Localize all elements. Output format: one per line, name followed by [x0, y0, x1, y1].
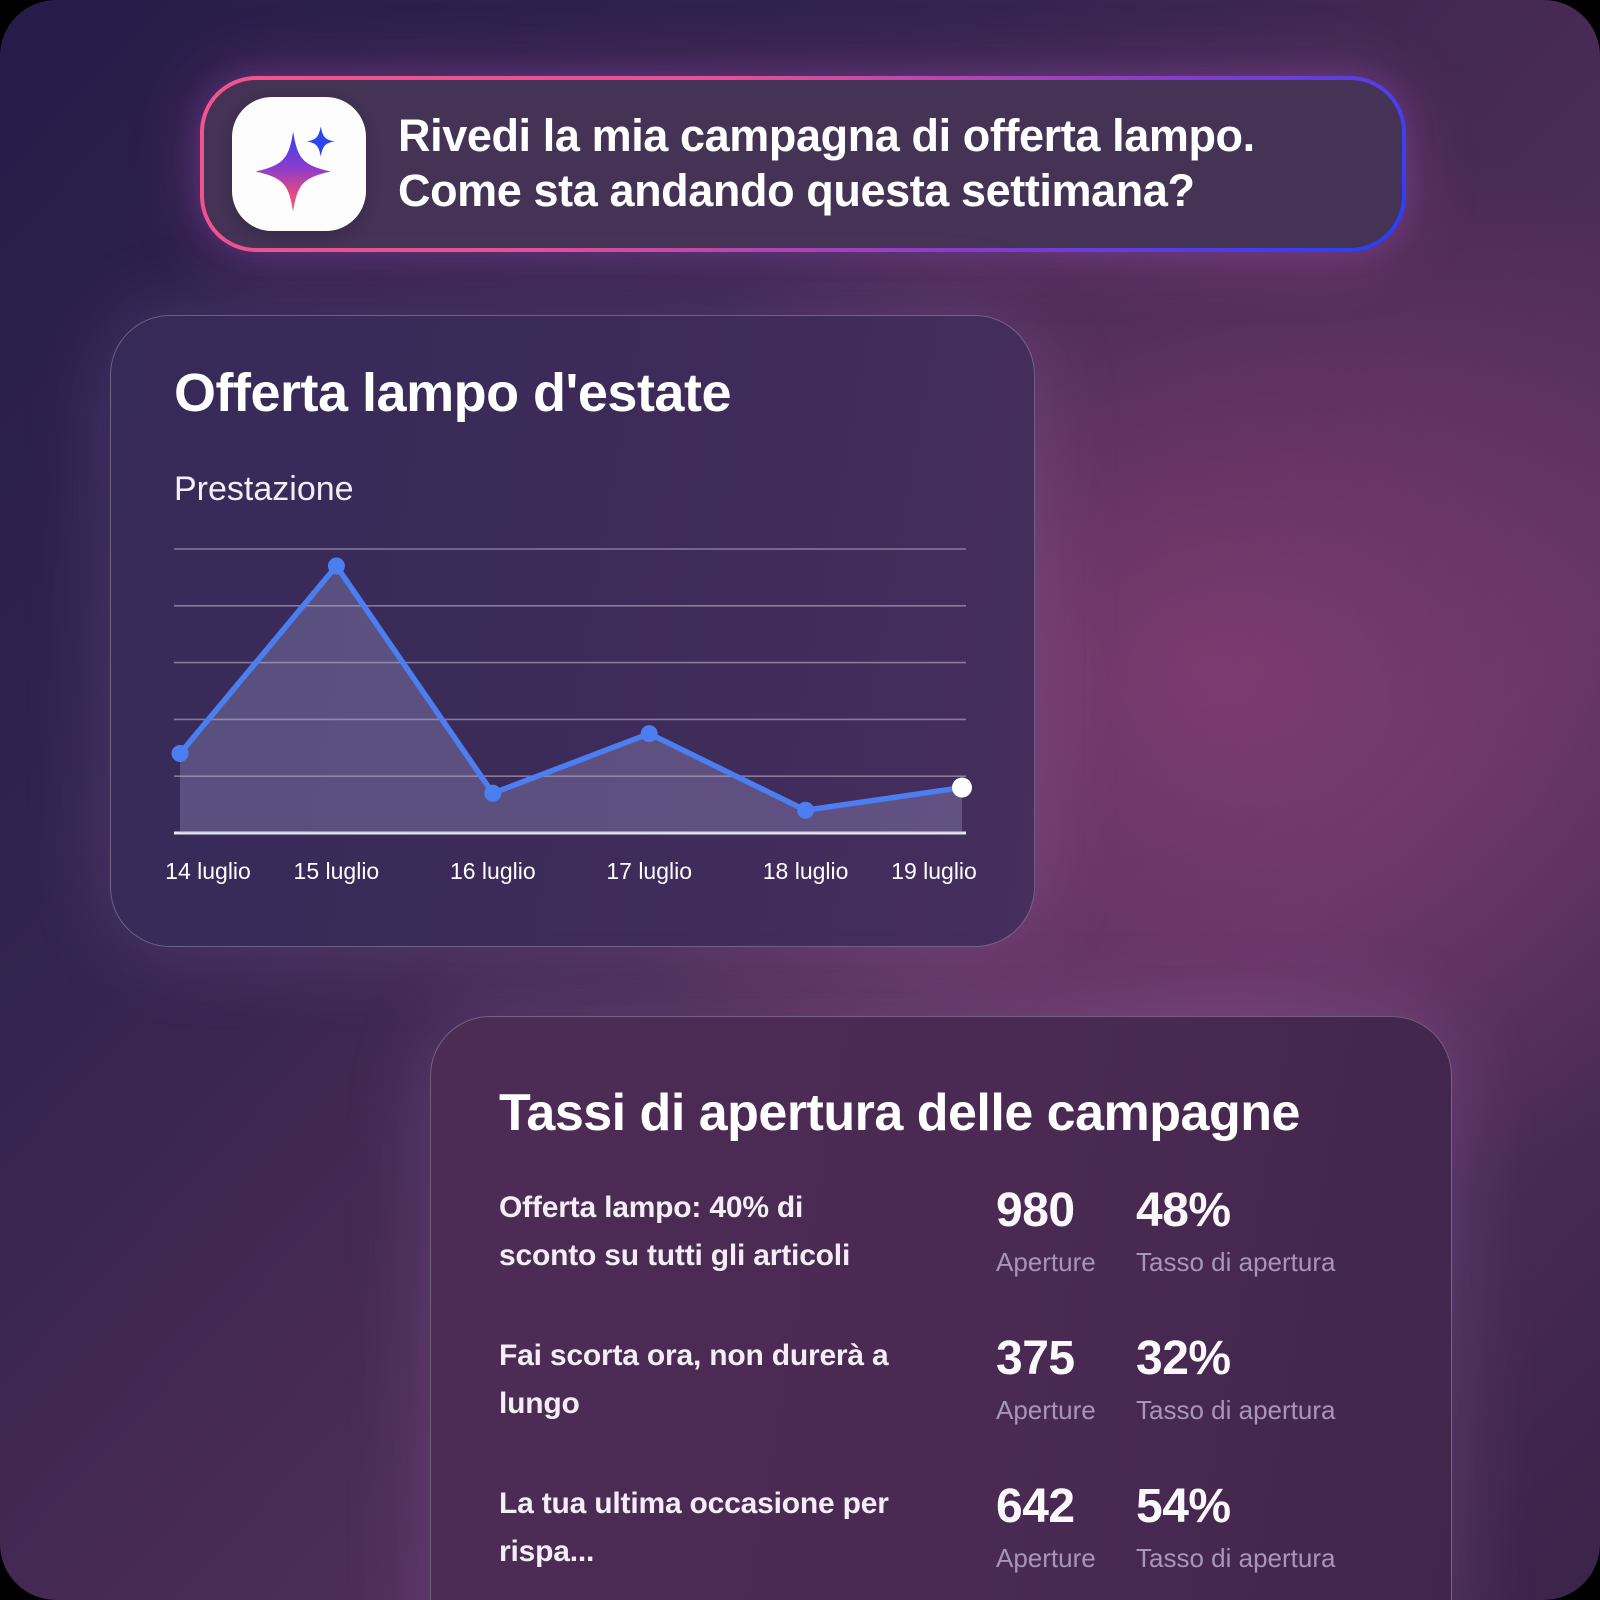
campaign-description: Fai scorta ora, non durerà a lungo [499, 1339, 889, 1420]
performance-chart-container: 14 luglio 15 luglio 16 luglio 17 luglio 18 l… [165, 537, 977, 889]
x-axis-label: 14 luglio [165, 858, 251, 884]
open-rate-label: Tasso di apertura [1136, 1394, 1336, 1425]
opens-value: 375 [996, 1331, 1075, 1385]
open-rates-card: Tassi di apertura delle campagne Offerta… [430, 1016, 1452, 1600]
opens-stat: 375 Aperture [996, 1331, 1136, 1426]
ai-sparkle-icon [255, 126, 335, 212]
data-point [327, 557, 345, 575]
prompt-line-2: Come sta andando questa settimana? [398, 165, 1195, 216]
opens-label: Aperture [996, 1542, 1096, 1573]
opens-stat: 980 Aperture [996, 1183, 1136, 1278]
ai-assistant-icon-tile [232, 97, 366, 231]
open-rate-label: Tasso di apertura [1136, 1246, 1336, 1277]
open-rate-value: 32% [1136, 1331, 1231, 1385]
prompt-bubble-body: Rivedi la mia campagna di offerta lampo.… [204, 80, 1402, 248]
open-rate-label: Tasso di apertura [1136, 1542, 1336, 1573]
performance-line-chart: 14 luglio 15 luglio 16 luglio 17 luglio 18 l… [165, 548, 977, 884]
campaign-row: La tua ultima occasione per rispa... 642… [499, 1479, 1391, 1577]
data-point-current [952, 777, 972, 798]
campaign-performance-card: Offerta lampo d'estate Prestazione 14 lu… [110, 315, 1035, 947]
open-rate-stat: 48% Tasso di apertura [1136, 1183, 1391, 1278]
open-rates-title: Tassi di apertura delle campagne [499, 1084, 1300, 1142]
opens-stat: 642 Aperture [996, 1479, 1136, 1574]
opens-value: 980 [996, 1183, 1075, 1237]
open-rate-value: 48% [1136, 1183, 1231, 1237]
campaign-row: Fai scorta ora, non durerà a lungo 375 A… [499, 1331, 1391, 1429]
opens-label: Aperture [996, 1246, 1096, 1277]
data-point [171, 744, 189, 762]
open-rate-stat: 32% Tasso di apertura [1136, 1331, 1391, 1426]
x-axis-label: 16 luglio [450, 858, 536, 884]
x-axis-label: 19 luglio [891, 858, 977, 884]
prompt-text: Rivedi la mia campagna di offerta lampo.… [398, 109, 1255, 219]
campaign-row: Offerta lampo: 40% di sconto su tutti gl… [499, 1183, 1391, 1281]
chart-area-fill [180, 566, 962, 833]
open-rate-value: 54% [1136, 1479, 1231, 1533]
chart-line [177, 563, 965, 814]
campaign-description: La tua ultima occasione per rispa... [499, 1487, 889, 1568]
open-rate-stat: 54% Tasso di apertura [1136, 1479, 1391, 1574]
prompt-line-1: Rivedi la mia campagna di offerta lampo. [398, 110, 1255, 162]
small-sparkle [306, 126, 335, 157]
campaign-card-title: Offerta lampo d'estate [174, 363, 731, 423]
prompt-bubble: Rivedi la mia campagna di offerta lampo.… [200, 76, 1406, 252]
x-axis-label: 18 luglio [763, 858, 849, 884]
data-point [484, 784, 502, 802]
opens-value: 642 [996, 1479, 1075, 1533]
x-axis-label: 17 luglio [606, 858, 692, 884]
big-sparkle [255, 131, 331, 212]
data-point [640, 725, 658, 743]
data-point [797, 801, 815, 819]
open-rates-rows: Offerta lampo: 40% di sconto su tutti gl… [499, 1183, 1391, 1577]
opens-label: Aperture [996, 1394, 1096, 1425]
x-axis-label: 15 luglio [294, 858, 380, 884]
chart-subtitle: Prestazione [174, 470, 354, 508]
campaign-description: Offerta lampo: 40% di sconto su tutti gl… [499, 1191, 851, 1272]
